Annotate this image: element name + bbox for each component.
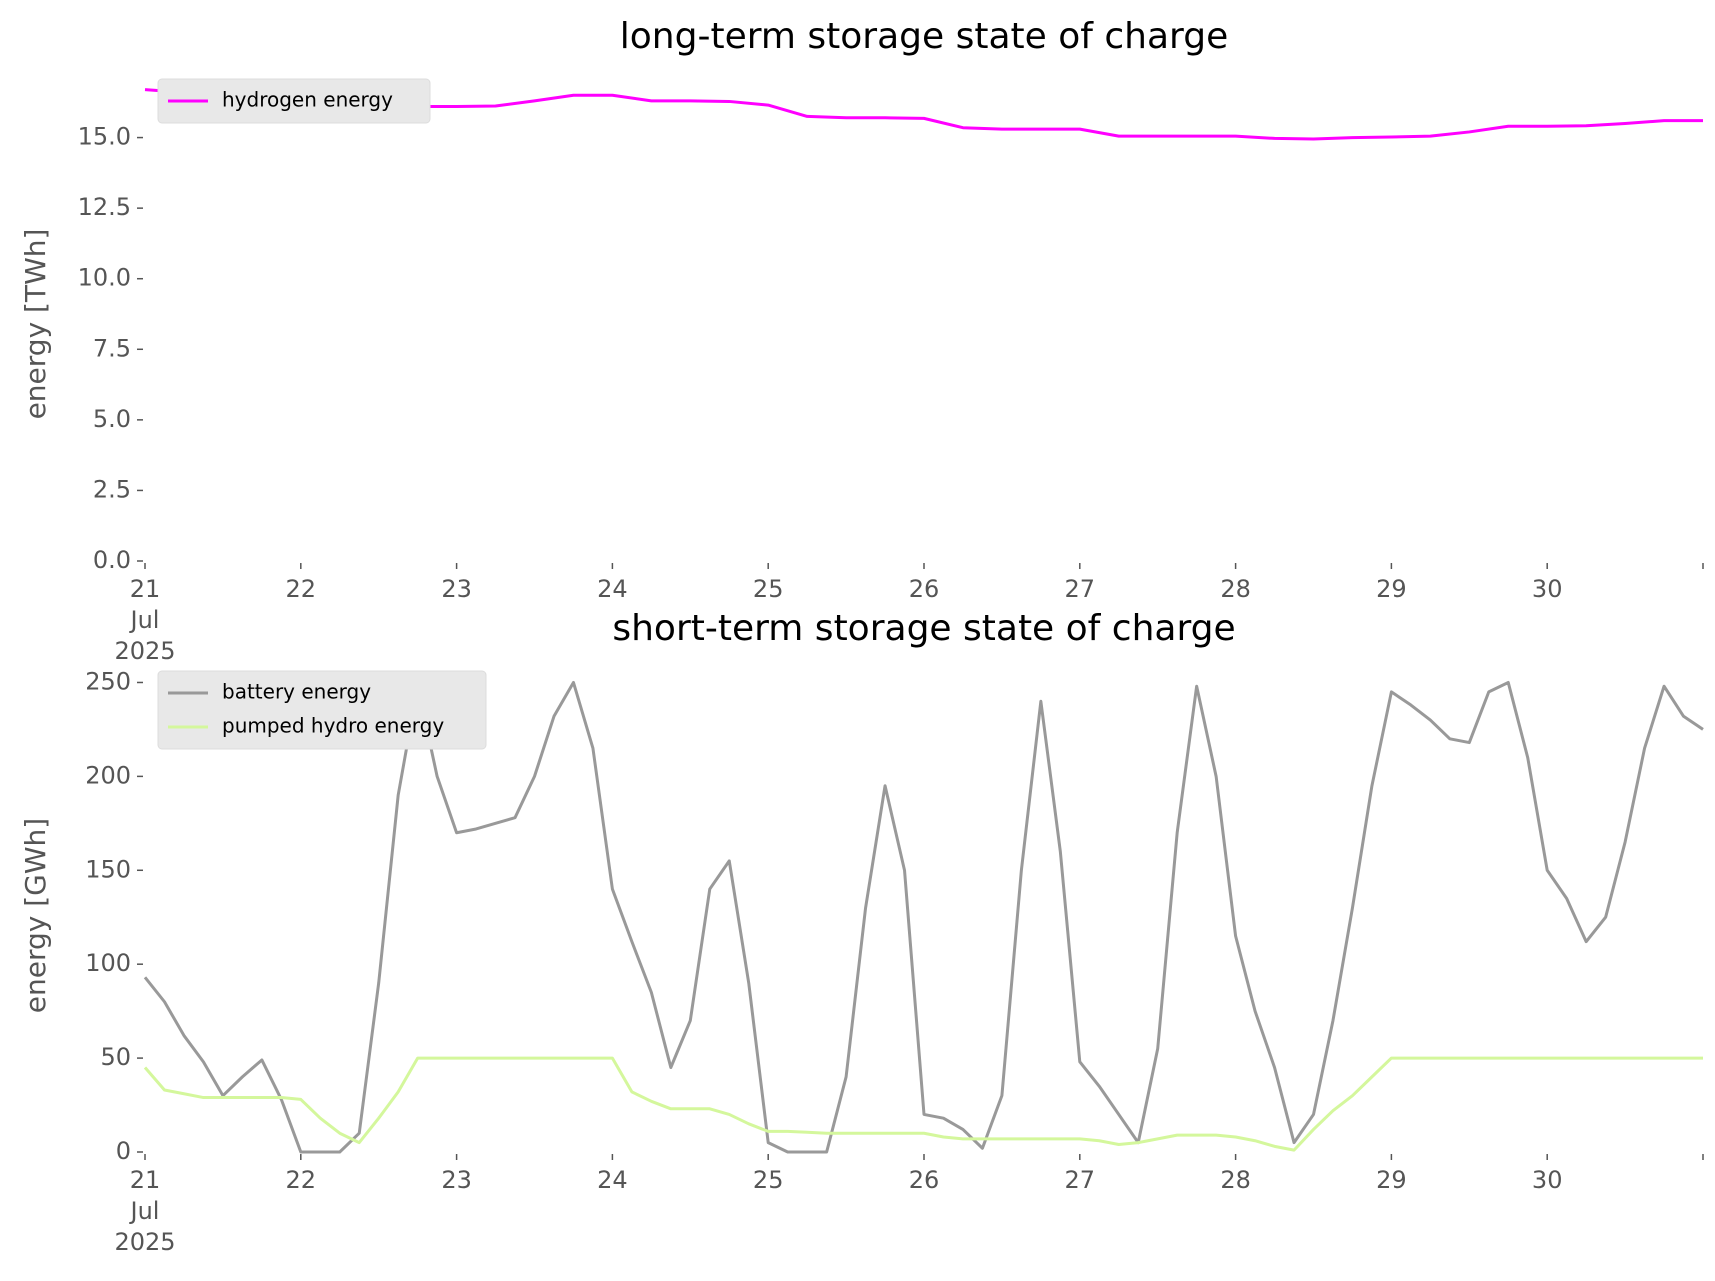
- legend-label: hydrogen energy: [222, 88, 393, 112]
- x-tick-label-line: 21: [130, 575, 161, 603]
- legend-label: battery energy: [222, 680, 371, 704]
- y-axis-label: energy [GWh]: [19, 818, 52, 1013]
- x-tick-label-line: Jul: [129, 606, 160, 634]
- y-tick-label: 7.5: [93, 334, 131, 362]
- x-tick-label: 24: [597, 1166, 628, 1194]
- x-tick-label: 30: [1532, 575, 1563, 603]
- legend-label: pumped hydro energy: [222, 714, 444, 738]
- x-tick-label: 25: [753, 1166, 784, 1194]
- x-tick-label: 25: [753, 575, 784, 603]
- x-tick-label: 30: [1532, 1166, 1563, 1194]
- y-tick-label: 0.0: [93, 546, 131, 574]
- x-tick-label-line: 2025: [114, 637, 175, 665]
- x-tick-label: 26: [909, 1166, 940, 1194]
- x-tick-label: 26: [909, 575, 940, 603]
- y-tick-label: 12.5: [78, 193, 131, 221]
- legend-box: [157, 78, 431, 124]
- x-tick-label: 24: [597, 575, 628, 603]
- x-tick-label: 29: [1376, 1166, 1407, 1194]
- x-tick-label: 21 Jul 2025: [114, 575, 175, 665]
- y-tick-label: 10.0: [78, 264, 131, 292]
- x-tick-label: 23: [441, 575, 472, 603]
- x-tick-label: 29: [1376, 575, 1407, 603]
- x-tick-label-line: Jul: [129, 1197, 160, 1225]
- series-line: [143, 680, 1704, 1154]
- x-tick-label-line: 2025: [114, 1228, 175, 1256]
- x-tick-label: 28: [1220, 1166, 1251, 1194]
- y-tick-label: 200: [85, 761, 131, 789]
- y-tick-label: 0: [116, 1137, 131, 1165]
- x-tick-label: 27: [1065, 575, 1096, 603]
- y-axis-label: energy [TWh]: [19, 229, 52, 420]
- y-tick-label: 15.0: [78, 123, 131, 151]
- x-tick-label: 22: [286, 1166, 317, 1194]
- x-tick-label-line: 21: [130, 1166, 161, 1194]
- y-tick-label: 5.0: [93, 405, 131, 433]
- y-tick-label: 50: [100, 1043, 131, 1071]
- x-tick-label: 22: [286, 575, 317, 603]
- y-tick-label: 100: [85, 949, 131, 977]
- y-tick-label: 250: [85, 667, 131, 695]
- x-tick-label: 27: [1065, 1166, 1096, 1194]
- legend-box: [157, 670, 487, 750]
- x-tick-label: 28: [1220, 575, 1251, 603]
- series-line: [143, 1056, 1703, 1152]
- y-tick-label: 150: [85, 855, 131, 883]
- x-tick-label: 21 Jul 2025: [114, 1166, 175, 1256]
- chart-title: short-term storage state of charge: [612, 608, 1235, 649]
- y-tick-label: 2.5: [93, 475, 131, 503]
- x-tick-label: 23: [441, 1166, 472, 1194]
- chart-title: long-term storage state of charge: [620, 16, 1228, 57]
